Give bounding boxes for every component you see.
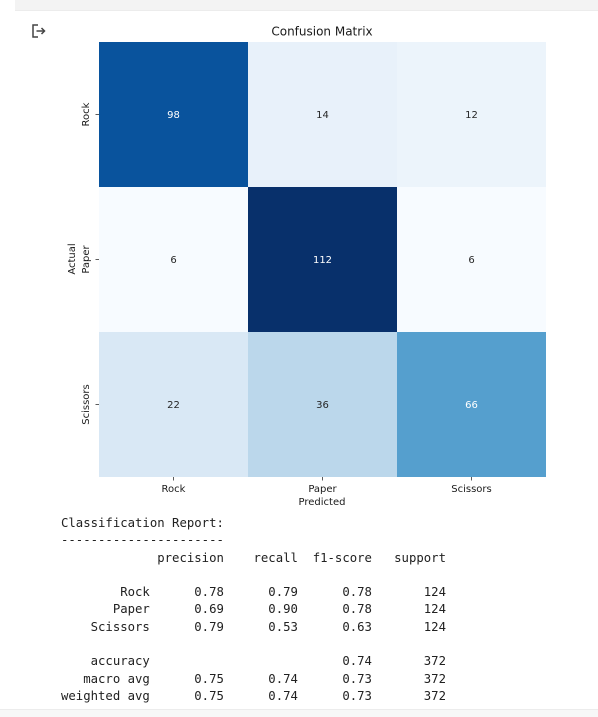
heatmap-cell [248, 187, 397, 332]
y-tick-label: Paper [81, 244, 92, 273]
heatmap-cell [99, 332, 248, 477]
y-tick-label: Rock [81, 102, 92, 126]
cell-value-label: 6 [170, 255, 176, 266]
x-tick-label: Paper [308, 484, 337, 495]
x-axis-label: Predicted [299, 497, 346, 508]
x-tick-labels: Rock Paper Scissors [162, 477, 492, 495]
y-tick-label: Scissors [81, 384, 92, 424]
cell-value-label: 36 [316, 400, 329, 411]
cell-value-label: 98 [167, 110, 180, 121]
cell-bottom-bar [0, 709, 598, 717]
heatmap-cells: 98 14 12 6 112 6 22 36 66 [99, 42, 546, 477]
classification-report: Classification Report: -----------------… [61, 516, 446, 703]
y-axis-label: Actual [67, 243, 78, 274]
cell-value-label: 14 [316, 110, 329, 121]
cell-value-label: 12 [465, 110, 478, 121]
heatmap-cell [248, 42, 397, 187]
chart-title: Confusion Matrix [271, 25, 372, 39]
cell-value-label: 66 [465, 400, 478, 411]
heatmap-cell [99, 42, 248, 187]
x-tick-label: Scissors [451, 484, 491, 495]
heatmap-cell [397, 42, 546, 187]
x-tick-label: Rock [162, 484, 186, 495]
heatmap-cell [397, 187, 546, 332]
cell-value-label: 22 [167, 400, 180, 411]
heatmap-cell [397, 332, 546, 477]
confusion-matrix-chart: Confusion Matrix 98 14 12 6 112 6 22 36 66 Rock P… [67, 25, 546, 508]
y-tick-labels: Rock Paper Scissors [81, 102, 99, 425]
heatmap-cell [248, 332, 397, 477]
cell-value-label: 112 [313, 255, 332, 266]
output-arrow-icon[interactable] [30, 22, 48, 40]
cell-top-bar [15, 0, 598, 11]
cell-value-label: 6 [468, 255, 474, 266]
heatmap-cell [99, 187, 248, 332]
